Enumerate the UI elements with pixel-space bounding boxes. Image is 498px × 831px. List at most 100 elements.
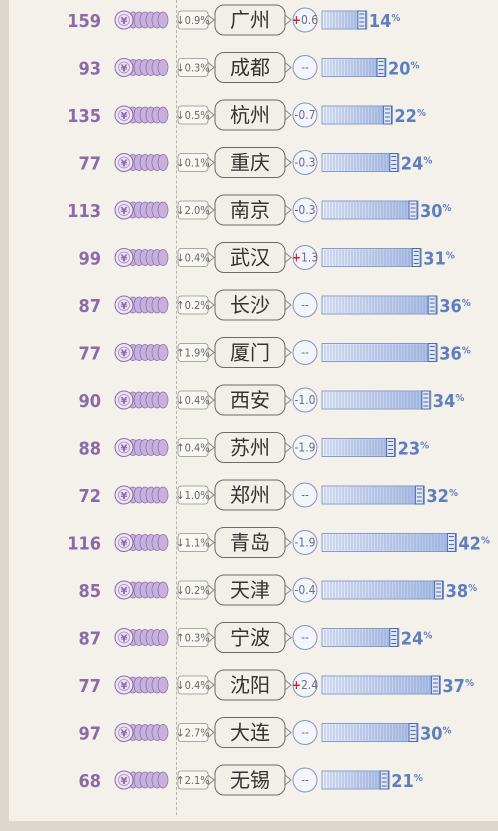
table-row: ¥77 ↑1.9% 厦门 -- 36% [78,337,471,368]
table-row: ¥87 ↑0.2% 长沙 -- 36% [78,289,471,321]
building-icon [446,533,456,552]
table-row: ¥135 ↓0.5% 杭州 -0.7 22% [67,99,426,131]
coin-edge [157,391,169,409]
table-row: ¥77 ↓0.4% 沈阳 +2.4 37% [78,669,474,701]
table-row: ¥87 ↑0.3% 宁波 -- 24% [78,622,432,653]
yen-icon: ¥ [121,634,128,645]
share-bar [321,580,444,600]
chevron-left-icon [207,632,215,643]
price-change: ↑2.1% [176,774,209,787]
bottom-border [0,821,498,831]
price-value: 93 [78,59,101,80]
coin-face [114,628,134,647]
building-icon [427,295,437,315]
share-percent: 20% [388,59,420,80]
building-body [434,580,444,600]
city-pill [214,764,286,796]
share-change-value: -1.0 [294,393,315,407]
chevron-left-icon [207,727,215,738]
table-row: ¥97 ↓2.7% 大连 -- 30% [78,717,452,748]
share-bar [321,58,387,77]
price-change-box [177,390,209,410]
price-change-box [177,105,209,125]
price-change: ↓0.4% [176,394,209,407]
bar-fill [321,438,396,457]
city-pill [214,289,286,321]
chevron-right-icon [284,489,292,501]
coin-face [114,675,134,695]
city-pill [214,52,286,83]
coin-face [114,580,134,600]
city-pill [214,337,286,368]
chevron-left-icon [207,394,215,406]
price-change: ↑0.3% [176,632,209,645]
table-row: ¥90 ↓0.4% 西安 -1.0 34% [78,384,464,416]
coin-ring [118,679,130,691]
coin-edge [157,59,169,76]
chevron-left-icon [207,62,215,73]
price-change-box [177,723,209,742]
share-percent-value: 21 [391,771,414,792]
building-body [411,248,421,267]
share-percent: 36% [439,344,471,365]
city-name: 郑州 [230,483,270,507]
coin-ring [118,61,130,74]
price-change: ↓0.4% [176,252,209,265]
coin-edge [157,676,169,694]
price-change: ↓2.0% [176,204,209,217]
chevron-right-icon [284,727,292,738]
share-change-circle [292,340,318,365]
share-percent: 32% [426,486,458,507]
price-value: 77 [78,676,101,697]
coin-ring [118,489,130,501]
share-percent: 30% [420,724,452,745]
share-change-value: -- [301,488,309,502]
coin-edge [157,439,169,456]
chevron-left-icon [207,584,215,596]
coin-stack-icon: ¥ [114,58,169,77]
chevron-right-icon [284,679,292,691]
building-body [427,343,437,362]
coin-face [114,343,134,362]
share-change-circle [292,7,318,33]
coin-stack-icon: ¥ [114,153,169,172]
coin-face [114,485,134,505]
building-icon [386,438,396,457]
share-percent-value: 32 [426,486,449,507]
table-row: ¥88 ↑0.4% 苏州 -1.9 23% [78,432,429,463]
price-change: ↓0.3% [176,62,209,75]
share-change-circle [292,150,318,175]
city-pill [214,622,286,653]
building-icon [430,675,440,695]
share-change: +0.6 [292,13,318,27]
building-icon [427,343,437,362]
city-pill [214,479,286,511]
share-bar [321,105,393,125]
share-percent: 36% [439,296,471,317]
percent-sign: % [446,251,455,262]
bar-fill [321,153,400,172]
coin-stack-icon: ¥ [114,485,169,505]
price-change: ↓0.4% [176,679,209,692]
coin-stack-icon: ¥ [114,248,169,267]
coin-edge [157,486,169,504]
price-change-box [177,58,209,77]
share-change-circle [292,577,318,603]
coin-edge [157,581,169,599]
chevron-right-icon [284,299,292,311]
percent-sign: % [443,203,452,214]
coin-stack-icon: ¥ [114,723,169,742]
coin-stack-icon: ¥ [114,438,169,457]
share-percent-value: 14 [369,11,392,32]
city-name: 苏州 [230,436,270,460]
share-percent: 30% [420,201,452,222]
share-change-circle [292,102,318,128]
share-change-value: -1.9 [294,441,315,455]
price-change-box [177,533,209,552]
share-change: -- [301,726,309,740]
share-change-value: -0.4 [294,583,315,597]
building-icon [389,628,399,647]
chevron-left-icon [207,347,215,358]
table-row: ¥113 ↓2.0% 南京 -0.3 30% [67,194,452,226]
table-row: ¥68 ↑2.1% 无锡 -- 21% [78,764,423,796]
